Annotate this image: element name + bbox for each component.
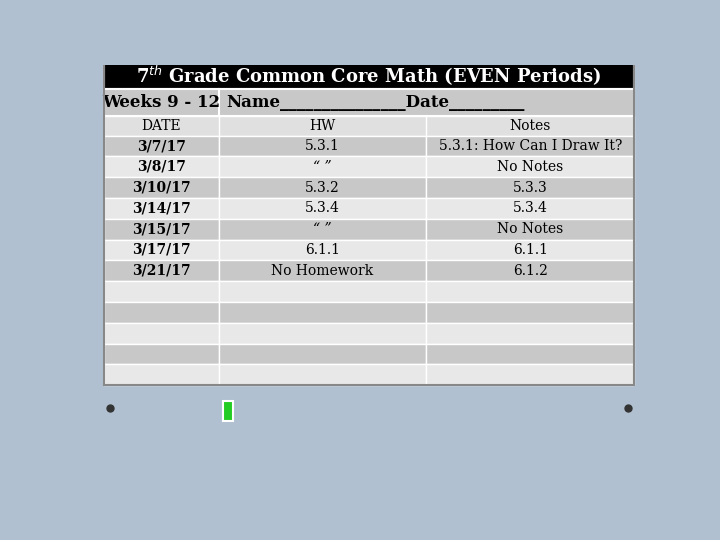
Bar (426, 219, 634, 240)
Text: 5.3.1: How Can I Draw It?: 5.3.1: How Can I Draw It? (438, 139, 622, 153)
Text: 5.3.3: 5.3.3 (513, 180, 548, 194)
Bar (104, 198, 219, 219)
Text: 6.1.2: 6.1.2 (513, 264, 548, 278)
Bar (104, 281, 219, 302)
Text: “ ”: “ ” (313, 160, 332, 174)
Bar (219, 177, 426, 198)
Bar (104, 62, 634, 385)
Text: 5.3.4: 5.3.4 (513, 201, 548, 215)
Text: 3/7/17: 3/7/17 (137, 139, 186, 153)
Bar (104, 136, 219, 157)
Bar (219, 364, 426, 385)
Bar (223, 401, 233, 421)
Bar (104, 323, 219, 343)
Text: 5.3.1: 5.3.1 (305, 139, 340, 153)
Bar (219, 136, 426, 157)
Text: 3/10/17: 3/10/17 (132, 180, 191, 194)
Text: 6.1.1: 6.1.1 (305, 243, 340, 257)
Bar (104, 157, 219, 177)
Bar (426, 260, 634, 281)
Bar (426, 302, 634, 323)
Bar (104, 364, 219, 385)
Bar (219, 281, 426, 302)
Text: 5.3.2: 5.3.2 (305, 180, 340, 194)
Bar (104, 177, 219, 198)
Bar (219, 219, 426, 240)
Bar (104, 116, 634, 136)
Bar (426, 323, 634, 343)
Bar (426, 343, 634, 364)
Bar (219, 260, 426, 281)
Text: Name_______________Date_________: Name_______________Date_________ (226, 94, 525, 111)
Bar (104, 90, 634, 116)
Bar (426, 240, 634, 260)
Text: 6.1.1: 6.1.1 (513, 243, 548, 257)
Bar (426, 281, 634, 302)
Bar (426, 198, 634, 219)
Text: 7$^{th}$ Grade Common Core Math (EVEN Periods): 7$^{th}$ Grade Common Core Math (EVEN Pe… (136, 64, 602, 87)
Text: 3/17/17: 3/17/17 (132, 243, 191, 257)
Text: 5.3.4: 5.3.4 (305, 201, 340, 215)
Bar (219, 343, 426, 364)
Text: No Notes: No Notes (497, 160, 563, 174)
Text: 3/15/17: 3/15/17 (132, 222, 191, 236)
Bar (104, 219, 219, 240)
Text: DATE: DATE (142, 119, 181, 133)
Bar (104, 62, 634, 90)
Bar (426, 157, 634, 177)
Text: No Notes: No Notes (497, 222, 563, 236)
Bar (104, 240, 219, 260)
Text: 3/8/17: 3/8/17 (137, 160, 186, 174)
Bar (104, 302, 219, 323)
Bar (426, 364, 634, 385)
Text: No Homework: No Homework (271, 264, 374, 278)
Bar (219, 323, 426, 343)
Text: “ ”: “ ” (313, 222, 332, 236)
Bar (104, 343, 219, 364)
Bar (219, 157, 426, 177)
Bar (104, 260, 219, 281)
Bar (426, 136, 634, 157)
Bar (426, 177, 634, 198)
Text: Notes: Notes (510, 119, 551, 133)
Text: 3/21/17: 3/21/17 (132, 264, 191, 278)
Text: HW: HW (310, 119, 336, 133)
Bar (219, 240, 426, 260)
Bar (219, 198, 426, 219)
Text: 3/14/17: 3/14/17 (132, 201, 191, 215)
Text: Weeks 9 - 12: Weeks 9 - 12 (102, 94, 220, 111)
Bar (219, 302, 426, 323)
